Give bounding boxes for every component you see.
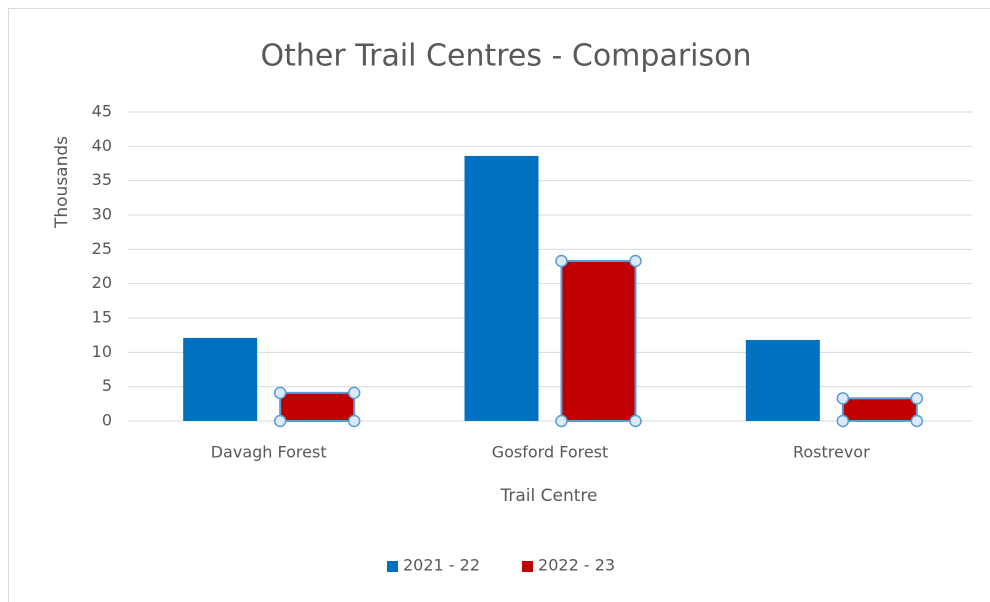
chart-title: Other Trail Centres - Comparison: [260, 39, 751, 74]
y-tick-label: 20: [92, 273, 112, 292]
legend-label: 2022 - 23: [538, 556, 615, 575]
y-tick-label: 40: [92, 136, 112, 155]
selection-handle: [347, 414, 361, 428]
selection-handle: [629, 254, 642, 268]
y-tick-label: 35: [92, 170, 112, 189]
bar: [183, 337, 258, 421]
legend-swatch: [387, 561, 398, 572]
y-tick-label: 45: [92, 102, 112, 121]
y-tick-label: 15: [92, 308, 112, 327]
selection-handle: [836, 392, 850, 405]
y-axis-label: Thousands: [52, 136, 72, 229]
selection-handle: [555, 414, 568, 428]
legend-swatch: [522, 561, 534, 572]
bar: [841, 397, 918, 422]
bar: [560, 260, 637, 422]
x-tick-label: Gosford Forest: [492, 443, 609, 462]
selection-handle: [273, 386, 287, 400]
bar: [745, 339, 820, 421]
selection-handle: [836, 414, 850, 428]
selection-handle: [629, 414, 642, 428]
bar: [279, 391, 356, 423]
selection-handle: [910, 414, 924, 428]
y-tick-label: 30: [92, 205, 112, 224]
selection-handle: [273, 414, 287, 428]
y-tick-label: 0: [102, 411, 112, 430]
selection-handle: [910, 392, 924, 405]
bar: [464, 155, 539, 422]
selection-handle: [347, 386, 361, 400]
y-tick-label: 5: [102, 376, 112, 395]
x-axis-label: Trail Centre: [500, 486, 598, 506]
y-tick-label: 10: [92, 342, 112, 361]
x-tick-label: Rostrevor: [793, 443, 870, 462]
legend-label: 2021 - 22: [403, 556, 480, 575]
y-tick-label: 25: [92, 239, 112, 258]
x-tick-label: Davagh Forest: [211, 443, 327, 462]
selection-handle: [555, 254, 568, 268]
